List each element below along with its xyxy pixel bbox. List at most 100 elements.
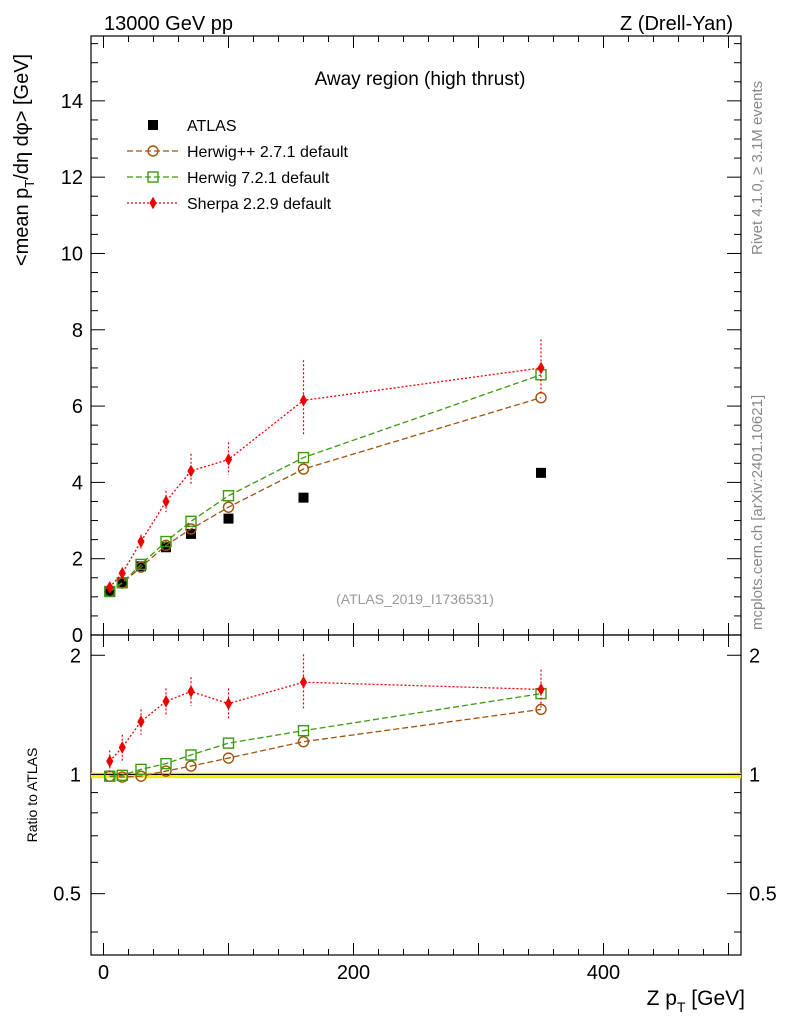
main-data-point bbox=[185, 515, 197, 528]
legend-label: Sherpa 2.2.9 default bbox=[187, 196, 332, 213]
main-series bbox=[104, 339, 547, 598]
main-ytick-label: 12 bbox=[61, 167, 83, 189]
ratio-ytick-label: 2 bbox=[70, 645, 81, 667]
ratio-data-point bbox=[118, 741, 126, 754]
main-data-point bbox=[536, 467, 546, 478]
ratio-xtick-label: 400 bbox=[587, 962, 620, 984]
ratio-data-point bbox=[135, 763, 147, 776]
ratio-xtick-label: 200 bbox=[337, 962, 370, 984]
main-series-line bbox=[109, 397, 542, 593]
main-data-point bbox=[297, 451, 310, 464]
ratio-series-line bbox=[109, 708, 542, 778]
legend-marker bbox=[147, 171, 159, 183]
ratio-ytick-label-right: 0.5 bbox=[749, 884, 777, 906]
main-data-point bbox=[160, 535, 172, 548]
ratio-data-point bbox=[185, 760, 197, 772]
ratio-ylabel: Ratio to ATLAS bbox=[24, 748, 40, 843]
ratio-data-point bbox=[185, 749, 197, 761]
ratio-data-point bbox=[535, 703, 547, 716]
legend-marker bbox=[148, 120, 158, 130]
ratio-data-point bbox=[537, 683, 545, 696]
main-data-point bbox=[106, 581, 114, 594]
ratio-data-point bbox=[224, 697, 233, 710]
main-data-point bbox=[161, 542, 171, 553]
legend-entry: Herwig 7.2.1 default bbox=[127, 170, 330, 187]
main-data-point bbox=[162, 495, 170, 508]
rivet-label: Rivet 4.1.0, ≥ 3.1M events bbox=[749, 81, 766, 255]
main-series-0 bbox=[104, 467, 546, 597]
legend-entry: ATLAS bbox=[148, 118, 237, 135]
legend: ATLAS Herwig++ 2.7.1 default Herwig 7.2.1 … bbox=[127, 118, 349, 213]
ratio-data-point bbox=[187, 685, 195, 698]
main-ytick-label: 6 bbox=[72, 396, 83, 418]
main-data-point bbox=[537, 361, 545, 375]
ratio-data-point bbox=[297, 735, 310, 748]
ratio-data-point bbox=[222, 737, 235, 749]
ratio-ytick-label-right: 2 bbox=[749, 645, 760, 667]
ratio-data-point bbox=[116, 769, 128, 782]
legend-entry: Sherpa 2.2.9 default bbox=[127, 196, 332, 213]
main-series-line bbox=[109, 374, 542, 593]
main-series-3 bbox=[106, 339, 545, 594]
ratio-data-point bbox=[160, 765, 172, 777]
main-data-point bbox=[298, 492, 309, 503]
ratio-panel-frame bbox=[90, 634, 742, 956]
main-data-point bbox=[137, 535, 145, 548]
ratio-data-point bbox=[135, 770, 147, 782]
ratio-ytick-label-right: 1 bbox=[749, 764, 760, 786]
ratio-data-point bbox=[137, 715, 145, 728]
main-ytick-label: 0 bbox=[72, 625, 83, 647]
main-data-point bbox=[118, 566, 126, 580]
main-data-point bbox=[222, 501, 235, 513]
ratio-data-point bbox=[160, 757, 172, 770]
main-ytick-label: 10 bbox=[61, 243, 83, 265]
ratio-series-line bbox=[109, 692, 542, 777]
legend-label: Herwig++ 2.7.1 default bbox=[187, 144, 349, 161]
main-series-line bbox=[109, 367, 542, 588]
legend-marker bbox=[149, 196, 157, 210]
ratio-series-line bbox=[109, 681, 542, 762]
reference-band bbox=[91, 772, 741, 779]
ratio-data-point bbox=[299, 675, 308, 689]
ratio-data-point bbox=[297, 724, 310, 737]
main-data-point bbox=[135, 558, 147, 571]
ratio-xlabel: Z pT [GeV] bbox=[647, 987, 745, 1015]
ratio-axes: 0.5 0.5 1 1 2 2 0 200 400 bbox=[53, 635, 777, 984]
main-ytick-label: 2 bbox=[72, 549, 83, 571]
legend-label: ATLAS bbox=[187, 118, 237, 135]
main-data-point bbox=[117, 577, 128, 588]
main-data-point bbox=[297, 463, 310, 475]
ratio-ytick-label: 1 bbox=[70, 764, 81, 786]
ratio-series bbox=[104, 654, 547, 783]
main-ytick-label: 14 bbox=[61, 91, 83, 113]
main-data-point bbox=[224, 453, 233, 466]
main-ytick-label: 8 bbox=[72, 320, 83, 342]
main-series-1 bbox=[104, 391, 547, 598]
main-data-point bbox=[299, 394, 308, 407]
main-ytick-label: 4 bbox=[72, 472, 83, 494]
main-data-point bbox=[185, 523, 197, 535]
ratio-xtick-label: 0 bbox=[98, 962, 109, 984]
legend-entry: Herwig++ 2.7.1 default bbox=[127, 144, 349, 161]
mcplots-label: mcplots.cern.ch [arXiv:2401.10621] bbox=[749, 395, 766, 630]
legend-marker bbox=[147, 145, 159, 157]
main-axes: 0 2 4 6 8 10 12 14 bbox=[61, 36, 741, 647]
ratio-data-point bbox=[162, 695, 170, 708]
ratio-series-1 bbox=[104, 687, 547, 782]
main-data-point bbox=[223, 513, 234, 524]
ratio-ytick-label: 0.5 bbox=[53, 884, 81, 906]
ratio-data-point bbox=[106, 754, 114, 768]
main-data-point bbox=[187, 464, 195, 478]
ratio-series-0 bbox=[104, 703, 547, 783]
main-ylabel: <mean pT/dη dφ> [GeV] bbox=[11, 54, 37, 266]
header-left: 13000 GeV pp bbox=[104, 13, 233, 35]
ratio-data-point bbox=[222, 752, 235, 764]
ratio-series-2 bbox=[106, 654, 545, 773]
watermark: (ATLAS_2019_I1736531) bbox=[336, 591, 494, 607]
main-title: Away region (high thrust) bbox=[315, 69, 526, 90]
main-data-point bbox=[222, 490, 235, 502]
header-right: Z (Drell-Yan) bbox=[620, 13, 733, 35]
main-series-2 bbox=[104, 369, 547, 598]
legend-label: Herwig 7.2.1 default bbox=[187, 170, 330, 187]
